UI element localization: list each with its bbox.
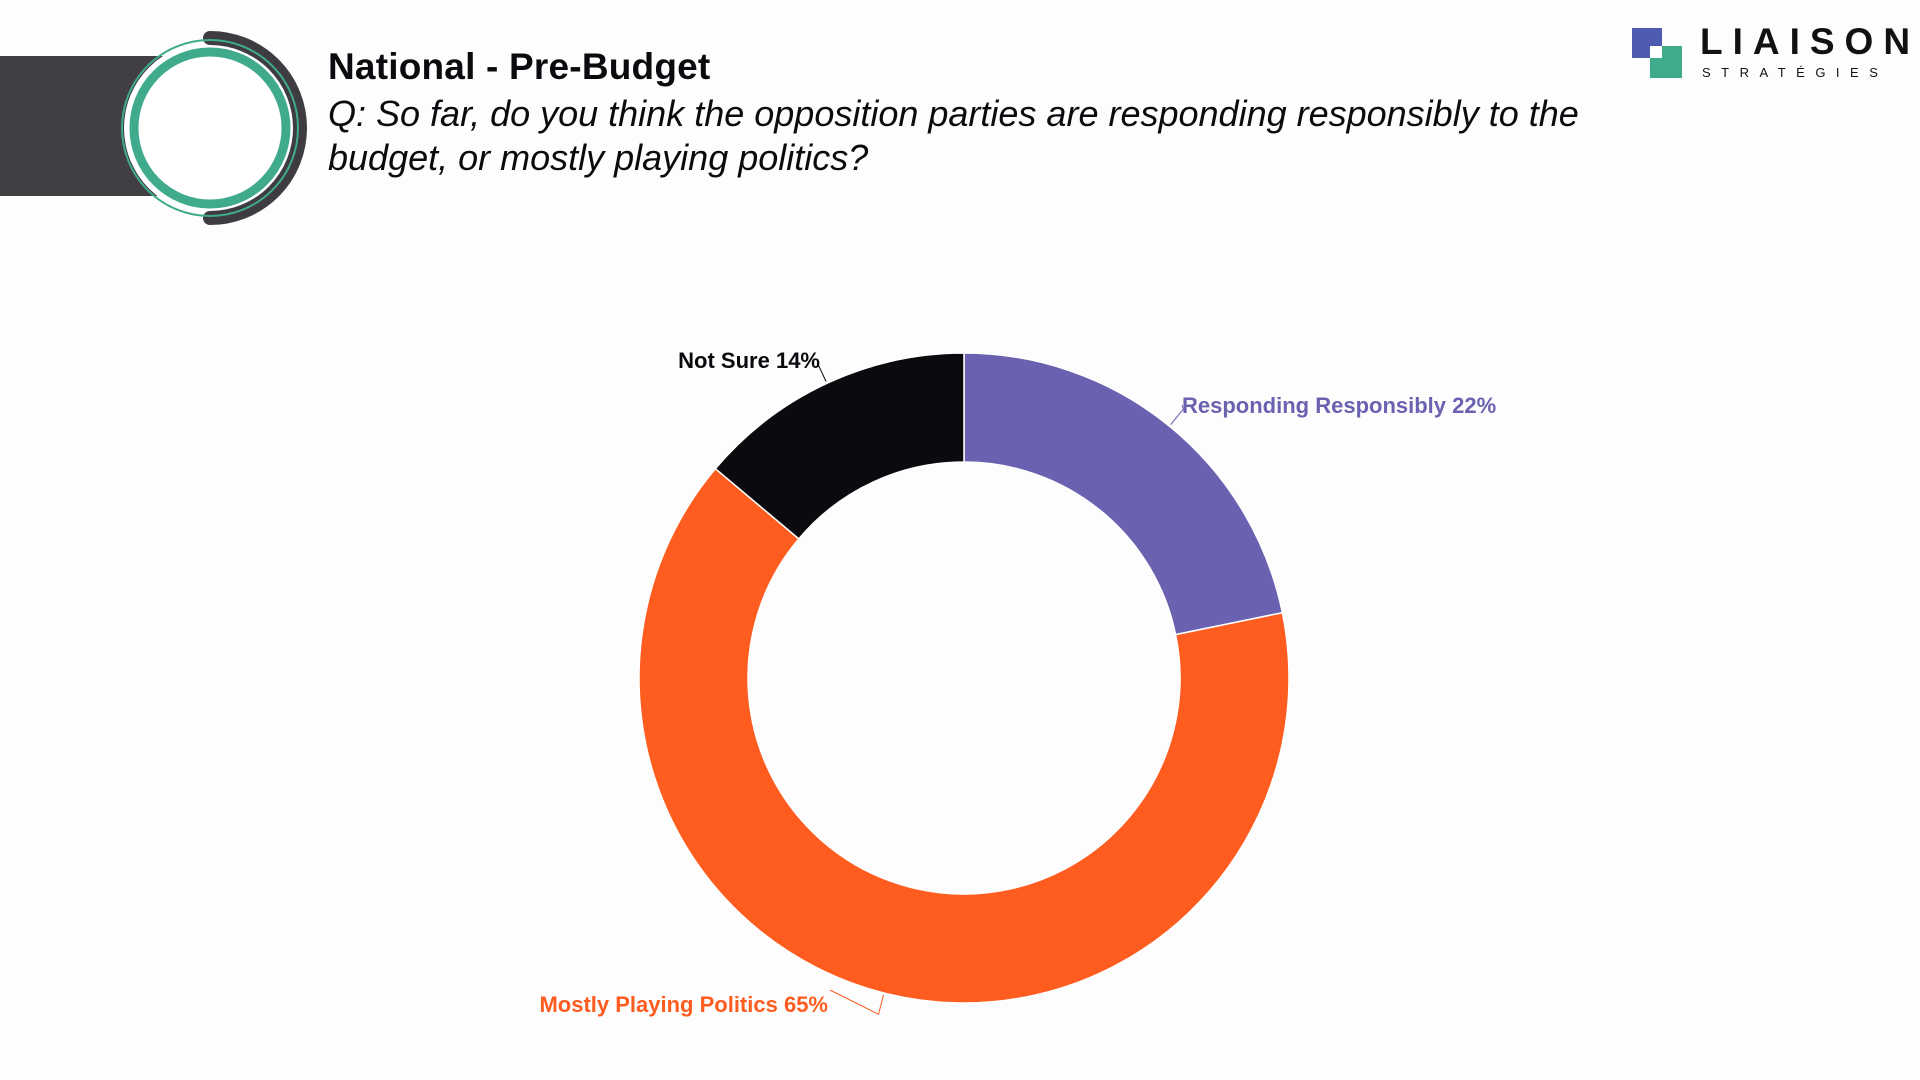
logo-mark-icon (1632, 28, 1682, 78)
header-ring-graphic (121, 31, 307, 225)
ring-green-outer (121, 39, 299, 217)
donut-slice-0 (963, 352, 1284, 636)
logo-subtitle: STRATÉGIES (1702, 65, 1889, 80)
logo-wordmark: LIAISON (1700, 21, 1920, 62)
donut-slice-2 (714, 352, 965, 540)
donut-slice-1 (638, 467, 1290, 1004)
liaison-logo: LIAISON STRATÉGIES (1632, 22, 1910, 82)
survey-question: Q: So far, do you think the opposition p… (328, 93, 1579, 178)
ring-dark-arc (203, 31, 307, 225)
leader-line-2 (817, 361, 827, 382)
slice-label-1: Mostly Playing Politics 65% (539, 992, 828, 1017)
ring-green-inner (129, 47, 291, 209)
leader-line-0 (1170, 404, 1184, 425)
page-title: National - Pre-Budget (328, 46, 711, 87)
slice-label-0: Responding Responsibly 22% (1182, 393, 1496, 418)
ring-white-disc (124, 42, 296, 214)
leader-line-1 (829, 989, 884, 1016)
slice-label-2: Not Sure 14% (678, 348, 820, 373)
